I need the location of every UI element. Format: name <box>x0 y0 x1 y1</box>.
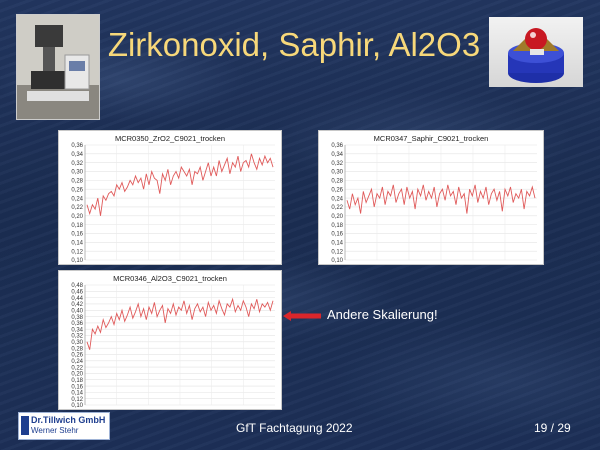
y-tick-label: 0,36 <box>71 321 83 327</box>
chart-title: MCR0346_Al2O3_C9021_trocken <box>113 274 227 283</box>
y-tick-label: 0,24 <box>71 196 83 202</box>
logo-company-name: Dr.Tillwich GmbH <box>31 415 106 425</box>
chart-title: MCR0350_ZrO2_C9021_trocken <box>115 134 225 143</box>
y-tick-label: 0,14 <box>71 241 83 247</box>
y-tick-label: 0,26 <box>71 187 83 193</box>
y-tick-label: 0,10 <box>71 258 83 264</box>
y-tick-label: 0,32 <box>71 334 83 340</box>
y-tick-label: 0,16 <box>71 232 83 238</box>
y-tick-label: 0,14 <box>71 391 83 397</box>
y-tick-label: 0,28 <box>71 179 83 185</box>
logo-mark <box>21 416 29 435</box>
y-tick-label: 0,20 <box>331 214 343 220</box>
y-tick-label: 0,34 <box>71 327 83 333</box>
y-tick-label: 0,12 <box>331 249 343 255</box>
company-logo: Dr.Tillwich GmbH Werner Stehr <box>18 412 110 440</box>
footer-event: GfT Fachtagung 2022 <box>236 421 353 435</box>
y-tick-label: 0,30 <box>71 340 83 346</box>
chart-title: MCR0347_Saphir_C9021_trocken <box>374 134 489 143</box>
y-tick-label: 0,40 <box>71 308 83 314</box>
y-tick-label: 0,16 <box>71 384 83 390</box>
y-tick-label: 0,18 <box>331 223 343 229</box>
y-tick-label: 0,30 <box>331 170 343 176</box>
series-line <box>86 153 274 216</box>
y-tick-label: 0,28 <box>71 346 83 352</box>
arrow-left-icon <box>283 311 321 321</box>
chart-saphir: MCR0347_Saphir_C9021_trocken 0,36 0,34 0,32… <box>318 130 544 265</box>
y-tick-label: 0,44 <box>71 296 83 302</box>
y-tick-label: 0,38 <box>71 315 83 321</box>
slide-title: Zirkonoxid, Saphir, Al2O3 <box>107 26 481 63</box>
y-tick-label: 0,30 <box>71 170 83 176</box>
y-tick-label: 0,22 <box>71 205 83 211</box>
y-tick-label: 0,34 <box>331 152 343 158</box>
chart-zro2: MCR0350_ZrO2_C9021_trocken 0,36 0,34 0,32 0,… <box>58 130 282 265</box>
y-tick-label: 0,24 <box>71 359 83 365</box>
y-tick-label: 0,18 <box>71 223 83 229</box>
y-tick-label: 0,18 <box>71 378 83 384</box>
y-tick-label: 0,20 <box>71 372 83 378</box>
y-tick-label: 0,26 <box>331 187 343 193</box>
y-tick-label: 0,26 <box>71 353 83 359</box>
chart-al2o3: MCR0346_Al2O3_C9021_trocken 0,48 0,46 0,44 0… <box>58 270 282 410</box>
series-line <box>86 297 274 350</box>
page-number: 19 / 29 <box>534 421 571 435</box>
y-tick-label: 0,14 <box>331 241 343 247</box>
y-tick-label: 0,10 <box>71 403 83 409</box>
y-tick-label: 0,36 <box>71 143 83 149</box>
y-tick-label: 0,20 <box>71 214 83 220</box>
y-tick-label: 0,16 <box>331 232 343 238</box>
scale-note: Andere Skalierung! <box>327 307 438 322</box>
series-line <box>346 184 536 214</box>
y-tick-label: 0,36 <box>331 143 343 149</box>
y-tick-label: 0,12 <box>71 249 83 255</box>
y-tick-label: 0,22 <box>71 365 83 371</box>
y-tick-label: 0,12 <box>71 397 83 403</box>
lab-instrument-photo <box>16 14 100 120</box>
y-tick-label: 0,22 <box>331 205 343 211</box>
y-tick-label: 0,10 <box>331 258 343 264</box>
y-tick-label: 0,34 <box>71 152 83 158</box>
y-tick-label: 0,24 <box>331 196 343 202</box>
y-tick-label: 0,32 <box>331 161 343 167</box>
logo-author-name: Werner Stehr <box>31 426 79 435</box>
y-tick-label: 0,42 <box>71 302 83 308</box>
y-tick-label: 0,28 <box>331 179 343 185</box>
y-tick-label: 0,32 <box>71 161 83 167</box>
test-rig-photo <box>489 17 583 87</box>
y-tick-label: 0,48 <box>71 283 83 289</box>
y-tick-label: 0,46 <box>71 290 83 296</box>
